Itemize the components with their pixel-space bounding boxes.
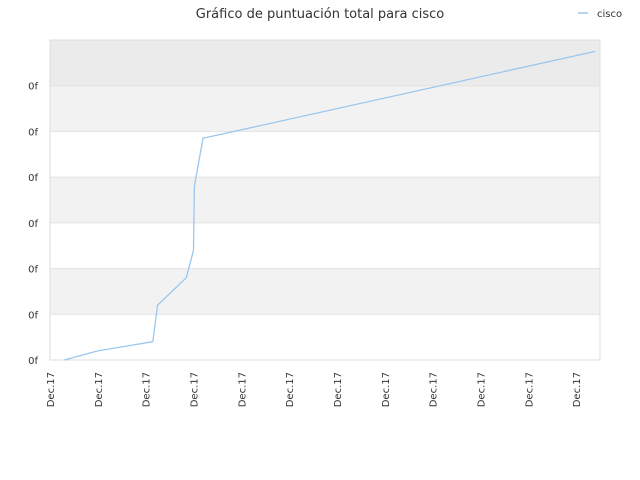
y-tick-label: 0f bbox=[28, 82, 38, 93]
plot-band bbox=[50, 85, 600, 132]
plot-band bbox=[50, 314, 600, 360]
y-tick-label: 0f bbox=[28, 310, 38, 321]
x-tick-label: Dec.17 bbox=[46, 372, 57, 407]
x-tick-label: Dec.17 bbox=[333, 372, 344, 407]
x-tick-label: Dec.17 bbox=[94, 372, 105, 407]
plot-border bbox=[49, 39, 601, 361]
y-tick-label: 0f bbox=[28, 127, 38, 138]
y-tick-label: 0f bbox=[28, 173, 38, 184]
x-tick-label: Dec.17 bbox=[476, 372, 487, 407]
x-tick-label: Dec.17 bbox=[237, 372, 248, 407]
legend[interactable]: cisco bbox=[578, 9, 622, 20]
y-tick-label: 0f bbox=[28, 219, 38, 230]
plot-band bbox=[50, 40, 600, 86]
plot-band bbox=[50, 268, 600, 315]
legend-label[interactable]: cisco bbox=[597, 9, 622, 20]
series-layer bbox=[64, 50, 596, 361]
series-line-cisco bbox=[64, 50, 596, 361]
x-tick-label: Dec.17 bbox=[285, 372, 296, 407]
y-tick-label: 0f bbox=[28, 356, 38, 367]
x-tick-label: Dec.17 bbox=[381, 372, 392, 407]
plot-band bbox=[50, 222, 600, 269]
x-tick-label: Dec.17 bbox=[429, 372, 440, 407]
gridlines bbox=[50, 85, 600, 315]
x-tick-label: Dec.17 bbox=[572, 372, 583, 407]
x-axis-ticks: Dec.17 Dec.17 Dec.17 Dec.17 Dec.17 Dec.17 Dec.… bbox=[46, 372, 583, 407]
y-tick-label: 0f bbox=[28, 265, 38, 276]
x-tick-label: Dec.17 bbox=[524, 372, 535, 407]
plot-band bbox=[50, 177, 600, 223]
chart-title: Gráfico de puntuación total para cisco bbox=[196, 7, 445, 22]
y-axis-ticks: 0f 0f 0f 0f 0f 0f 0f bbox=[28, 82, 38, 367]
x-tick-label: Dec.17 bbox=[142, 372, 153, 407]
plot-band bbox=[50, 131, 600, 178]
plot-background-bands bbox=[50, 40, 600, 360]
x-tick-label: Dec.17 bbox=[189, 372, 200, 407]
